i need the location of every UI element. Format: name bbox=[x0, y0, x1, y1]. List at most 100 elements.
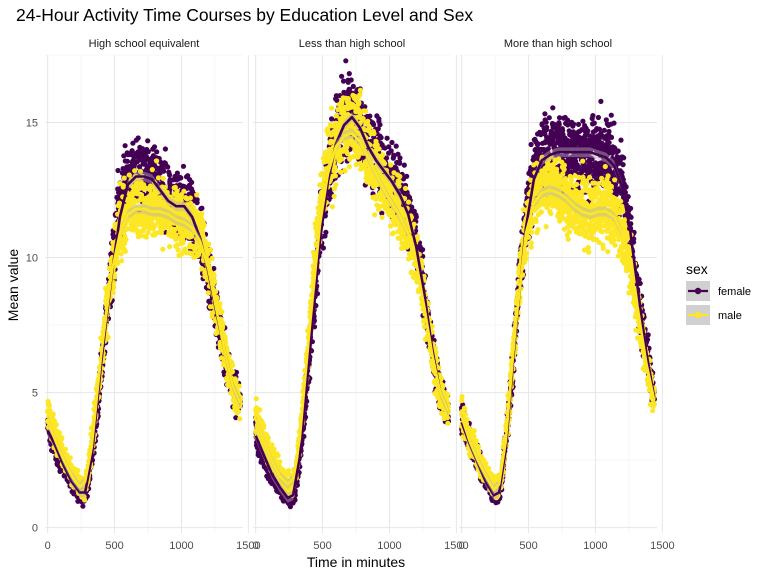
facet-strip-label: High school equivalent bbox=[89, 38, 200, 50]
data-point bbox=[230, 362, 236, 368]
data-point bbox=[205, 290, 211, 296]
data-point bbox=[194, 192, 200, 198]
data-point bbox=[160, 246, 166, 252]
data-point bbox=[53, 422, 60, 428]
data-point bbox=[233, 415, 239, 421]
data-point bbox=[332, 173, 338, 179]
data-point bbox=[235, 409, 242, 415]
data-point bbox=[162, 146, 168, 152]
data-point bbox=[275, 453, 281, 459]
data-point bbox=[123, 237, 129, 243]
data-point bbox=[253, 396, 259, 402]
data-point bbox=[220, 320, 226, 326]
data-point bbox=[178, 175, 184, 181]
data-point bbox=[165, 164, 171, 170]
data-point bbox=[105, 334, 111, 340]
data-point bbox=[114, 260, 121, 266]
data-point bbox=[124, 158, 130, 164]
data-point bbox=[136, 164, 143, 170]
data-point bbox=[181, 188, 187, 194]
data-point bbox=[265, 435, 271, 441]
data-point bbox=[167, 181, 173, 187]
smooth-band-male bbox=[47, 204, 241, 492]
data-point bbox=[112, 274, 118, 280]
data-point bbox=[149, 167, 155, 173]
data-point bbox=[155, 175, 162, 181]
data-point bbox=[185, 173, 191, 179]
data-point bbox=[346, 71, 352, 77]
x-tick-label: 1000 bbox=[169, 540, 193, 552]
data-point bbox=[122, 248, 128, 254]
data-point bbox=[142, 161, 148, 167]
x-tick-label: 0 bbox=[45, 540, 51, 552]
data-point bbox=[154, 158, 160, 164]
data-point bbox=[320, 245, 326, 251]
data-point bbox=[331, 193, 337, 199]
data-point bbox=[236, 383, 242, 389]
data-point bbox=[219, 309, 225, 315]
data-point bbox=[285, 467, 292, 474]
y-tick-label: 10 bbox=[26, 253, 38, 265]
data-point bbox=[180, 239, 186, 245]
data-point bbox=[81, 497, 88, 503]
y-tick-label: 15 bbox=[26, 118, 38, 130]
data-point bbox=[160, 175, 166, 182]
x-tick-label: 1500 bbox=[236, 540, 260, 552]
data-point bbox=[121, 153, 127, 159]
data-point bbox=[118, 251, 124, 257]
data-point bbox=[332, 167, 338, 173]
x-tick-label: 0 bbox=[253, 540, 259, 552]
data-point bbox=[46, 403, 52, 409]
data-point bbox=[401, 162, 407, 168]
data-point bbox=[75, 467, 81, 473]
data-point bbox=[174, 170, 180, 176]
data-point bbox=[271, 446, 277, 452]
data-point bbox=[151, 144, 158, 150]
data-point bbox=[174, 188, 180, 194]
facet-strip-label: Less than high school bbox=[299, 38, 405, 50]
data-point bbox=[339, 73, 345, 79]
data-point bbox=[145, 149, 151, 155]
data-point bbox=[397, 160, 403, 166]
data-point bbox=[257, 407, 263, 413]
data-point bbox=[329, 204, 335, 210]
data-point bbox=[122, 143, 128, 149]
data-point bbox=[194, 197, 200, 203]
data-point bbox=[323, 229, 329, 235]
data-point bbox=[404, 173, 410, 179]
data-point bbox=[211, 273, 217, 279]
data-point bbox=[328, 105, 335, 111]
data-point bbox=[111, 285, 117, 291]
data-point bbox=[62, 446, 69, 452]
data-point bbox=[397, 155, 403, 161]
data-point bbox=[130, 140, 136, 146]
data-point bbox=[162, 184, 168, 190]
data-point bbox=[237, 416, 243, 422]
data-point bbox=[80, 503, 86, 509]
data-point bbox=[209, 255, 215, 261]
data-point bbox=[56, 430, 63, 436]
data-point bbox=[217, 301, 223, 307]
data-point bbox=[161, 168, 167, 174]
data-point bbox=[180, 163, 187, 169]
data-point bbox=[129, 148, 135, 154]
data-point bbox=[348, 77, 354, 83]
data-point bbox=[115, 167, 121, 174]
data-point bbox=[343, 58, 349, 64]
data-point bbox=[420, 247, 426, 253]
data-point bbox=[50, 411, 56, 417]
data-point bbox=[187, 195, 193, 201]
data-point bbox=[413, 214, 419, 220]
data-point bbox=[206, 241, 212, 247]
data-point bbox=[167, 244, 173, 250]
data-point bbox=[167, 172, 173, 178]
data-point bbox=[367, 113, 373, 119]
y-tick-label: 5 bbox=[32, 388, 38, 400]
data-point bbox=[201, 222, 207, 228]
data-point bbox=[212, 278, 218, 285]
data-point bbox=[211, 265, 217, 272]
x-tick-label: 1000 bbox=[377, 540, 401, 552]
